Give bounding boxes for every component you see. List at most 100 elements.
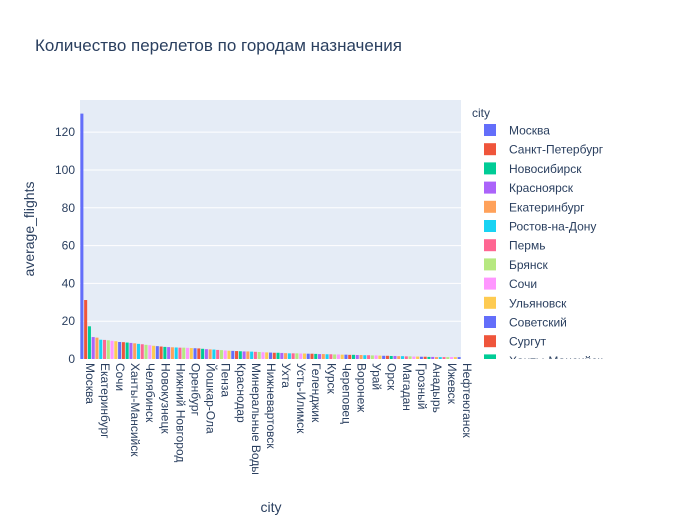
legend-swatch[interactable] bbox=[484, 277, 496, 290]
legend-swatch[interactable] bbox=[484, 124, 496, 136]
bar bbox=[250, 351, 254, 359]
bar bbox=[306, 353, 310, 359]
legend-swatch[interactable] bbox=[484, 316, 496, 328]
x-tick-label: Нефтеюганск bbox=[460, 363, 474, 438]
bar bbox=[374, 355, 378, 359]
bar bbox=[208, 349, 212, 359]
bar bbox=[189, 348, 193, 359]
legend-label[interactable]: Екатеринбург bbox=[509, 200, 585, 214]
bar bbox=[174, 347, 178, 359]
legend-swatch[interactable] bbox=[484, 181, 496, 194]
y-axis-title: average_flights bbox=[21, 182, 37, 277]
y-tick-label: 40 bbox=[62, 276, 76, 290]
x-tick-labels: Москва Екатеринбург Сочи Ханты-Мансийск Челя… bbox=[83, 363, 474, 475]
bar bbox=[193, 348, 197, 359]
legend-label[interactable]: Сочи bbox=[509, 277, 537, 291]
bar bbox=[178, 347, 182, 359]
bar bbox=[385, 355, 389, 359]
bar bbox=[333, 354, 337, 359]
bars-group bbox=[80, 113, 461, 359]
legend-title: city bbox=[472, 106, 490, 120]
y-tick-label: 20 bbox=[62, 314, 76, 328]
bar bbox=[219, 350, 223, 359]
bar bbox=[276, 352, 280, 359]
legend-swatch[interactable] bbox=[484, 143, 496, 156]
legend-label[interactable]: Ханты-Мансийск bbox=[509, 354, 603, 368]
x-tick-label: Орск bbox=[385, 363, 399, 391]
legend-label[interactable]: Москва bbox=[509, 124, 550, 138]
x-tick-label: Геленджик bbox=[309, 363, 323, 423]
legend-swatch[interactable] bbox=[484, 296, 496, 309]
legend-swatch[interactable] bbox=[484, 220, 496, 232]
bar bbox=[272, 352, 276, 359]
bar bbox=[287, 353, 291, 359]
bar bbox=[336, 354, 340, 359]
bar bbox=[136, 343, 140, 359]
bar bbox=[310, 353, 314, 359]
legend-label[interactable]: Ростов-на-Дону bbox=[509, 220, 596, 234]
x-tick-label: Нижневартовск bbox=[264, 363, 278, 449]
x-tick-label: Ижевск bbox=[445, 363, 459, 405]
bar bbox=[182, 347, 186, 359]
bar bbox=[91, 337, 95, 359]
x-tick-label: Анадырь bbox=[430, 363, 444, 413]
bar bbox=[453, 357, 457, 359]
bar bbox=[121, 342, 125, 359]
bar bbox=[80, 113, 84, 359]
x-tick-label: Новокузнецк bbox=[158, 363, 172, 434]
bar bbox=[216, 349, 220, 359]
bar bbox=[284, 353, 288, 359]
bar bbox=[235, 351, 239, 359]
y-tick-label: 120 bbox=[55, 125, 75, 139]
x-tick-label: Сочи bbox=[113, 363, 127, 391]
bar bbox=[314, 353, 318, 359]
legend-swatch[interactable] bbox=[484, 162, 496, 175]
bar bbox=[416, 356, 420, 359]
bar bbox=[106, 340, 110, 359]
bar bbox=[268, 352, 273, 359]
bar bbox=[404, 356, 408, 359]
legend-swatch[interactable] bbox=[484, 335, 496, 348]
x-tick-label: Череповец bbox=[339, 363, 353, 424]
bar bbox=[227, 350, 231, 359]
legend-swatch[interactable] bbox=[484, 239, 496, 252]
legend-label[interactable]: Сургут bbox=[509, 335, 547, 349]
legend-label[interactable]: Советский bbox=[509, 316, 567, 330]
bar bbox=[370, 355, 374, 359]
legend-swatch[interactable] bbox=[484, 354, 496, 366]
bar bbox=[197, 348, 201, 359]
bar bbox=[144, 344, 148, 359]
x-tick-label: Воронеж bbox=[354, 363, 368, 412]
legend-items: Москва Санкт-Петербург Новосибирск Краснояр… bbox=[484, 124, 604, 368]
x-tick-label: Курск bbox=[324, 363, 338, 395]
x-tick-label: Ханты-Мансийск bbox=[128, 363, 142, 457]
bar bbox=[201, 348, 205, 359]
legend-label[interactable]: Ульяновск bbox=[509, 296, 567, 310]
bar bbox=[84, 300, 88, 359]
bar bbox=[133, 343, 137, 359]
legend-label[interactable]: Санкт-Петербург bbox=[509, 143, 604, 157]
bar bbox=[99, 339, 103, 359]
bar bbox=[299, 353, 303, 359]
legend-label[interactable]: Новосибирск bbox=[509, 162, 582, 176]
bar bbox=[204, 349, 208, 359]
bar bbox=[155, 346, 159, 359]
bar bbox=[359, 355, 363, 359]
bar bbox=[223, 350, 227, 359]
legend-label[interactable]: Брянск bbox=[509, 258, 549, 272]
bar bbox=[367, 355, 371, 359]
bar bbox=[431, 356, 435, 359]
bar bbox=[344, 354, 348, 359]
x-tick-label: Урай bbox=[370, 363, 384, 390]
legend-swatch[interactable] bbox=[484, 200, 496, 213]
bar bbox=[159, 346, 163, 359]
bar bbox=[261, 352, 265, 359]
bar bbox=[438, 357, 442, 359]
x-tick-label: Москва bbox=[83, 363, 97, 404]
legend-label[interactable]: Пермь bbox=[509, 239, 545, 253]
x-tick-label: Магадан bbox=[400, 363, 414, 411]
x-tick-label: Екатеринбург bbox=[98, 363, 112, 439]
legend-label[interactable]: Красноярск bbox=[509, 181, 574, 195]
legend-swatch[interactable] bbox=[484, 258, 496, 271]
